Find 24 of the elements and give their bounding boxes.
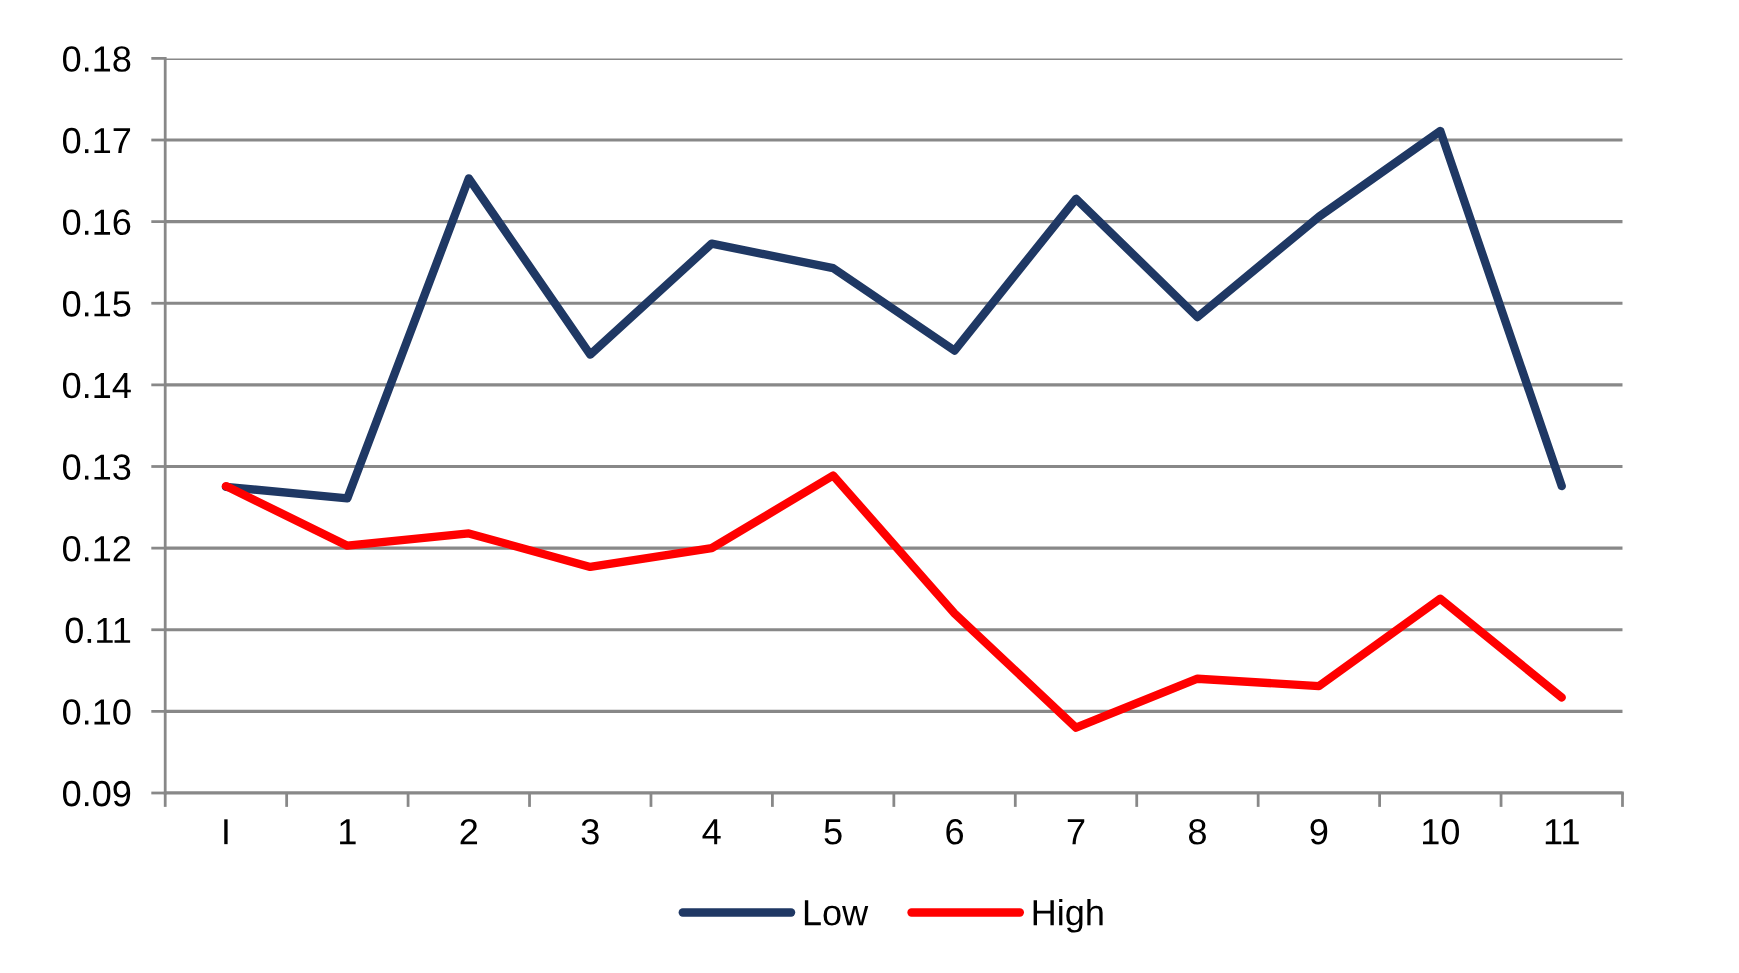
x-tick-label: 6 [946,818,964,845]
x-tick-label: 11 [1545,819,1579,845]
y-tick-label: 0.15 [63,291,131,317]
y-tick-label: 0.16 [63,209,131,236]
y-tick-label: 0.11 [65,617,131,644]
x-tick-label: 2 [460,818,478,845]
x-tick-label: 5 [824,819,842,845]
x-tick-label: 4 [702,819,721,845]
y-tick-label: 0.13 [63,454,131,480]
y-tick-label: 0.14 [63,372,131,399]
x-tick-label: 8 [1188,818,1206,845]
x-tick-label: 1 [340,819,356,845]
y-tick-label: 0.17 [63,127,131,154]
x-tick-label: 3 [581,818,599,845]
y-tick-label: 0.18 [63,46,131,72]
legend-label: Low [804,900,869,926]
legend-label: High [1033,898,1103,933]
x-tick-label: I [224,819,228,845]
x-tick-label: 7 [1067,819,1085,845]
y-tick-label: 0.09 [63,780,131,807]
x-tick-label: 9 [1310,818,1328,845]
y-tick-label: 0.10 [63,699,131,725]
y-tick-label: 0.12 [63,535,131,562]
x-tick-label: 10 [1423,818,1459,845]
